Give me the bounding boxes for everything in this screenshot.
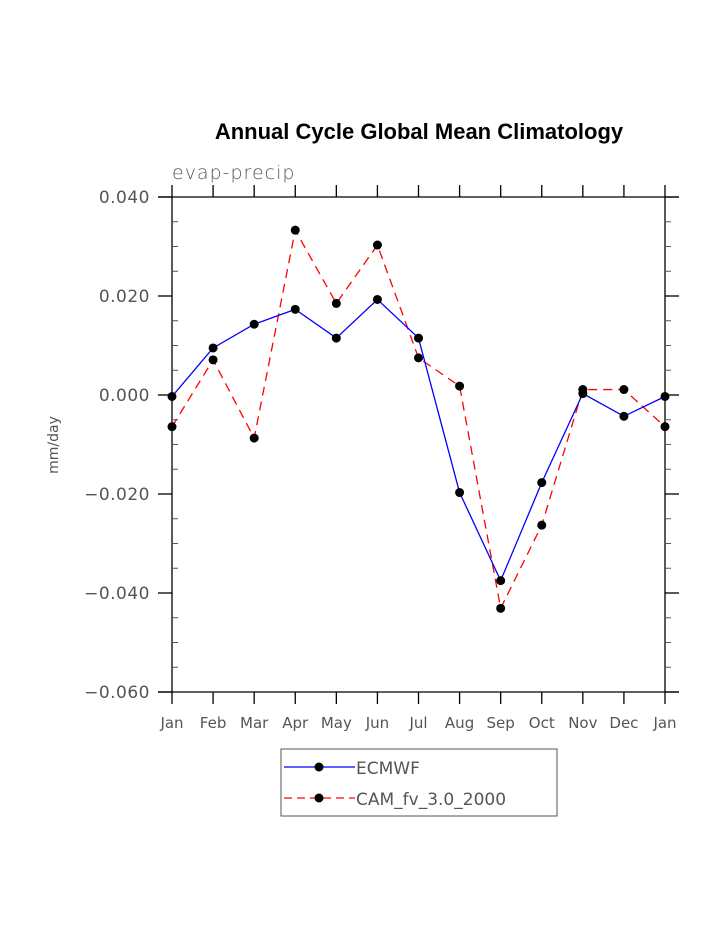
legend-label-cam: CAM_fv_3.0_2000 xyxy=(356,790,506,810)
x-tick-label: Apr xyxy=(282,714,309,732)
x-tick-label: Jun xyxy=(365,714,389,732)
legend-label-ecmwf: ECMWF xyxy=(356,759,420,779)
data-point xyxy=(331,333,341,343)
data-point xyxy=(619,385,629,395)
y-axis-label: mm/day xyxy=(46,416,62,474)
y-axis-ticks: 0.040 0.020 0.000 −0.020 −0.040 −0.060 xyxy=(84,188,679,703)
data-point xyxy=(249,319,259,329)
y-tick-label: −0.020 xyxy=(84,485,150,505)
y-tick-label: 0.000 xyxy=(99,386,150,406)
data-point xyxy=(537,520,547,530)
data-point xyxy=(331,298,341,308)
data-point xyxy=(455,488,465,498)
markers-cam-fv-3-0-2000 xyxy=(167,225,670,613)
data-point xyxy=(167,422,177,432)
data-point xyxy=(414,353,423,363)
data-point xyxy=(660,391,670,401)
y-tick-label: 0.040 xyxy=(99,188,150,208)
legend-marker-cam xyxy=(314,793,324,803)
data-point xyxy=(414,333,423,343)
y-tick-label: 0.020 xyxy=(99,287,150,307)
data-point xyxy=(290,225,300,235)
data-point xyxy=(496,603,506,613)
x-tick-label: Mar xyxy=(240,714,269,732)
data-point xyxy=(619,411,629,421)
data-point xyxy=(372,240,382,250)
x-tick-label: Sep xyxy=(487,714,515,732)
x-tick-label: Dec xyxy=(609,714,638,732)
data-point xyxy=(578,385,588,395)
y-tick-label: −0.060 xyxy=(84,683,150,703)
chart-subtitle: evap-precip xyxy=(172,162,295,184)
data-point xyxy=(496,576,506,586)
y-tick-label: −0.040 xyxy=(84,584,150,604)
legend: ECMWF CAM_fv_3.0_2000 xyxy=(280,748,558,817)
legend-box xyxy=(280,748,558,817)
legend-marker-ecmwf xyxy=(314,762,324,772)
data-point xyxy=(537,478,547,488)
data-point xyxy=(167,391,177,401)
x-tick-label: May xyxy=(321,714,352,732)
series-line xyxy=(171,228,666,611)
chart-title: Annual Cycle Global Mean Climatology xyxy=(215,119,624,144)
x-axis-ticks: Jan Feb Mar Apr May Jun Jul Aug Sep Oct Nov Dec Jan xyxy=(159,185,677,732)
plot-frame xyxy=(158,196,679,693)
data-point xyxy=(208,355,218,365)
series-layer xyxy=(167,225,670,613)
series-cam-fv-3-0-2000 xyxy=(171,228,666,611)
data-point xyxy=(249,433,259,443)
x-tick-label: Jan xyxy=(652,714,676,732)
x-tick-label: Jul xyxy=(408,714,427,732)
x-tick-label: Aug xyxy=(445,714,474,732)
data-point xyxy=(660,422,670,432)
x-tick-label: Feb xyxy=(200,714,227,732)
x-tick-label: Nov xyxy=(568,714,597,732)
markers-ecmwf xyxy=(167,294,670,586)
data-point xyxy=(455,381,465,391)
x-tick-label: Jan xyxy=(159,714,183,732)
data-point xyxy=(208,343,218,353)
x-tick-label: Oct xyxy=(529,714,555,732)
data-point xyxy=(290,304,300,314)
data-point xyxy=(372,294,382,304)
